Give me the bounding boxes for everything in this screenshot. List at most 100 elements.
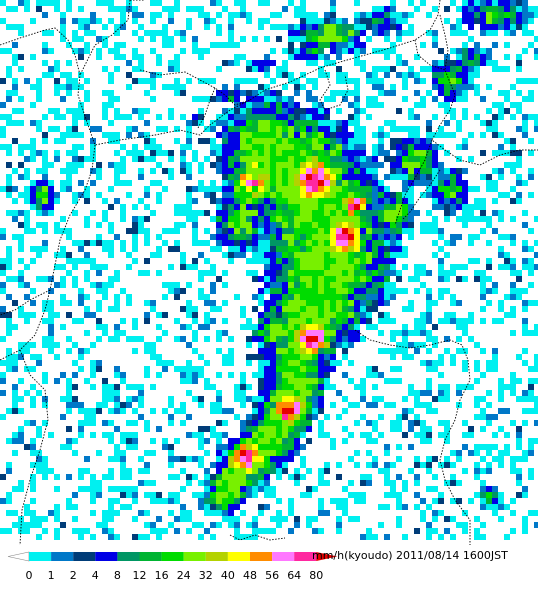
- precip-cell: [138, 174, 144, 180]
- precip-cell: [282, 408, 288, 414]
- precip-cell: [270, 216, 276, 222]
- precip-cell: [414, 480, 420, 486]
- precip-cell: [216, 402, 222, 408]
- precip-cell: [420, 516, 426, 522]
- precip-cell: [354, 12, 360, 18]
- precip-cell: [270, 426, 276, 432]
- precip-cell: [168, 156, 174, 162]
- precip-cell: [54, 84, 60, 90]
- precip-cell: [54, 108, 60, 114]
- precip-cell: [390, 246, 396, 252]
- precip-cell: [324, 348, 330, 354]
- precip-cell: [480, 30, 486, 36]
- precip-cell: [270, 444, 276, 450]
- precip-cell: [270, 60, 276, 66]
- precip-cell: [294, 330, 300, 336]
- precip-cell: [534, 420, 538, 426]
- precip-cell: [510, 234, 516, 240]
- precip-cell: [210, 492, 216, 498]
- precip-cell: [480, 480, 486, 486]
- precip-cell: [90, 156, 96, 162]
- precip-cell: [342, 228, 348, 234]
- precip-cell: [72, 132, 78, 138]
- precip-cell: [324, 60, 330, 66]
- precip-cell: [96, 486, 102, 492]
- precip-cell: [444, 438, 450, 444]
- precip-cell: [306, 318, 312, 324]
- precip-cell: [390, 330, 396, 336]
- precip-cell: [198, 426, 204, 432]
- precip-cell: [156, 180, 162, 186]
- precip-cell: [12, 384, 18, 390]
- precip-cell: [498, 168, 504, 174]
- precip-cell: [24, 504, 30, 510]
- precip-cell: [42, 210, 48, 216]
- precip-cell: [60, 96, 66, 102]
- precip-cell: [420, 390, 426, 396]
- precip-cell: [378, 24, 384, 30]
- precip-cell: [360, 138, 366, 144]
- precip-cell: [174, 60, 180, 66]
- precip-cell: [516, 108, 522, 114]
- precip-cell: [234, 156, 240, 162]
- precip-cell: [216, 150, 222, 156]
- precip-cell: [354, 300, 360, 306]
- precip-cell: [528, 474, 534, 480]
- precip-cell: [426, 156, 432, 162]
- precip-cell: [384, 276, 390, 282]
- precip-cell: [318, 174, 324, 180]
- precip-cell: [306, 138, 312, 144]
- precip-cell: [120, 240, 126, 246]
- precip-cell: [372, 258, 378, 264]
- precip-cell: [360, 300, 366, 306]
- precip-cell: [318, 156, 324, 162]
- precip-cell: [288, 360, 294, 366]
- precip-cell: [504, 96, 510, 102]
- precip-cell: [378, 78, 384, 84]
- precip-cell: [36, 0, 42, 6]
- precip-cell: [90, 498, 96, 504]
- precip-cell: [312, 378, 318, 384]
- precip-cell: [66, 6, 72, 12]
- precip-cell: [354, 42, 360, 48]
- precip-cell: [390, 18, 396, 24]
- precip-cell: [366, 276, 372, 282]
- precip-cell: [234, 42, 240, 48]
- precip-cell: [204, 126, 210, 132]
- precip-cell: [522, 522, 528, 528]
- precip-cell: [282, 444, 288, 450]
- precip-cell: [90, 486, 96, 492]
- precip-cell: [390, 210, 396, 216]
- precip-cell: [48, 30, 54, 36]
- precip-cell: [276, 252, 282, 258]
- precip-cell: [270, 450, 276, 456]
- precip-cell: [276, 402, 282, 408]
- precip-cell: [288, 264, 294, 270]
- precip-cell: [180, 456, 186, 462]
- precip-cell: [372, 306, 378, 312]
- precip-cell: [174, 318, 180, 324]
- precip-cell: [330, 336, 336, 342]
- precip-cell: [234, 84, 240, 90]
- precip-cell: [288, 150, 294, 156]
- precip-cell: [348, 360, 354, 366]
- precip-cell: [426, 360, 432, 366]
- precip-cell: [222, 192, 228, 198]
- precip-cell: [492, 180, 498, 186]
- precip-cell: [222, 132, 228, 138]
- precip-cell: [390, 486, 396, 492]
- precip-cell: [162, 24, 168, 30]
- precip-cell: [252, 330, 258, 336]
- precip-cell: [438, 396, 444, 402]
- precip-cell: [258, 486, 264, 492]
- precip-cell: [246, 108, 252, 114]
- precip-cell: [444, 336, 450, 342]
- precip-cell: [288, 24, 294, 30]
- precip-cell: [444, 390, 450, 396]
- precip-cell: [240, 168, 246, 174]
- precip-cell: [228, 444, 234, 450]
- precip-cell: [222, 240, 228, 246]
- precip-cell: [318, 264, 324, 270]
- precip-cell: [516, 474, 522, 480]
- precip-cell: [24, 390, 30, 396]
